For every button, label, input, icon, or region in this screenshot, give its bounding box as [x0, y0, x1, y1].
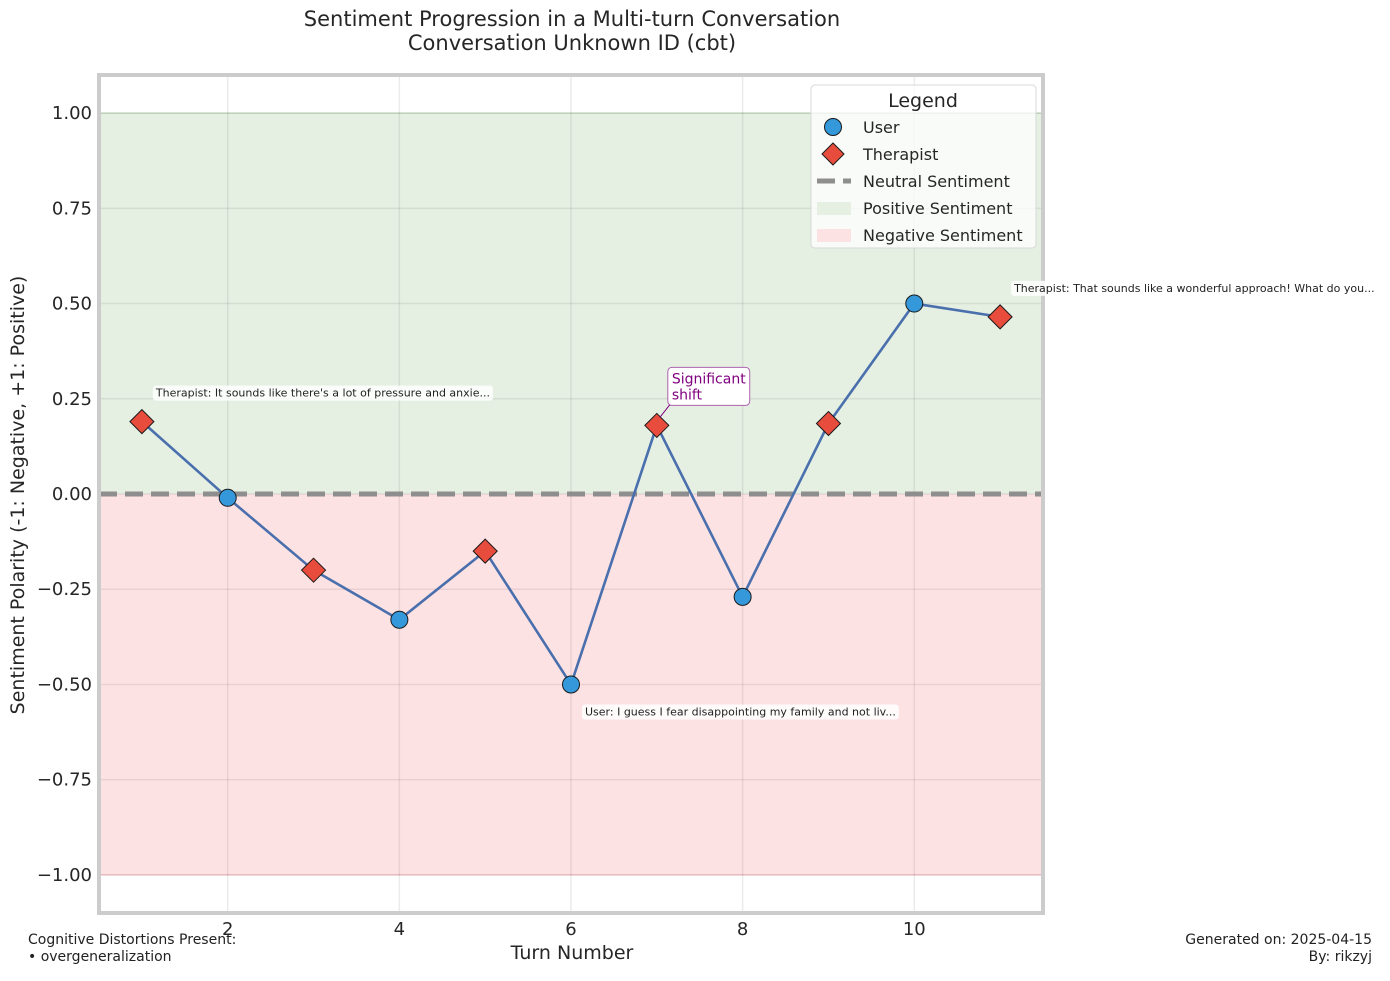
therapist-point — [644, 412, 670, 439]
x-tick-label: 6 — [565, 919, 576, 940]
shift-text: shift — [672, 387, 703, 403]
legend-label: Negative Sentiment — [863, 226, 1023, 245]
distortion-item: • overgeneralization — [28, 949, 172, 965]
therapist-point — [987, 304, 1013, 330]
chart-subtitle: Conversation Unknown ID (cbt) — [408, 31, 736, 55]
x-axis-label: Turn Number — [510, 942, 634, 964]
annotation-box — [152, 385, 493, 401]
x-tick-label: 4 — [394, 919, 405, 940]
user-point — [905, 294, 924, 313]
y-tick-label: −0.25 — [37, 579, 92, 600]
y-tick-label: 0.50 — [52, 294, 92, 315]
chart-title: Sentiment Progression in a Multi-turn Co… — [304, 7, 840, 31]
annotation: Therapist: It sounds like there's a lot … — [152, 385, 493, 401]
legend-label: User — [863, 118, 900, 137]
shift-text: Significant — [672, 371, 746, 387]
annotation-text: User: I guess I fear disappointing my fa… — [585, 705, 896, 718]
plot-frame — [97, 73, 1045, 915]
author: By: rikzyj — [1308, 949, 1372, 965]
therapist-point — [472, 538, 498, 564]
user-point — [733, 587, 752, 606]
annotation-box — [1011, 280, 1378, 296]
y-axis-label: Sentiment Polarity (-1: Negative, +1: Po… — [7, 276, 29, 715]
legend-user-marker — [824, 118, 842, 136]
generation-info: Generated on: 2025-04-15 By: rikzyj — [1185, 932, 1372, 966]
y-tick-label: 0.75 — [52, 198, 92, 219]
therapist-point — [300, 557, 327, 583]
legend-label: Positive Sentiment — [863, 199, 1012, 218]
x-tick-label: 2 — [222, 919, 233, 940]
y-tick-label: −1.00 — [37, 865, 92, 886]
therapist-point — [815, 410, 842, 437]
x-tick-label: 8 — [737, 919, 748, 940]
user-point — [218, 488, 237, 507]
distortions-title: Cognitive Distortions Present: — [28, 932, 237, 948]
legend-positive-swatch — [817, 202, 851, 215]
legend-title: Legend — [888, 90, 958, 112]
annotation-text: Therapist: That sounds like a wonderful … — [1013, 282, 1375, 295]
legend-label: Neutral Sentiment — [863, 172, 1010, 191]
annotation: Therapist: That sounds like a wonderful … — [1011, 280, 1378, 296]
legend-label: Therapist — [862, 145, 938, 164]
y-tick-label: −0.50 — [37, 674, 92, 695]
legend: Legend User Therapist Neutral Sentiment Posi… — [810, 84, 1037, 249]
y-tick-label: −0.75 — [37, 770, 92, 791]
shift-arrow — [659, 403, 672, 418]
generated-date: Generated on: 2025-04-15 — [1185, 932, 1372, 948]
annotation-box — [582, 704, 899, 720]
legend-box — [810, 84, 1037, 249]
x-tick-label: 10 — [903, 919, 926, 940]
shift-box — [667, 366, 751, 406]
y-tick-label: 0.25 — [52, 389, 92, 410]
annotation: User: I guess I fear disappointing my fa… — [582, 704, 899, 720]
cognitive-distortions: Cognitive Distortions Present: • overgen… — [28, 932, 236, 966]
y-tick-label: 0.00 — [52, 484, 92, 505]
legend-negative-swatch — [817, 229, 851, 242]
legend-therapist-marker — [821, 142, 845, 166]
user-point — [390, 610, 409, 629]
y-tick-label: 1.00 — [52, 103, 92, 124]
user-point — [562, 675, 580, 694]
annotation-text: Therapist: It sounds like there's a lot … — [155, 387, 490, 400]
therapist-point — [129, 408, 155, 435]
